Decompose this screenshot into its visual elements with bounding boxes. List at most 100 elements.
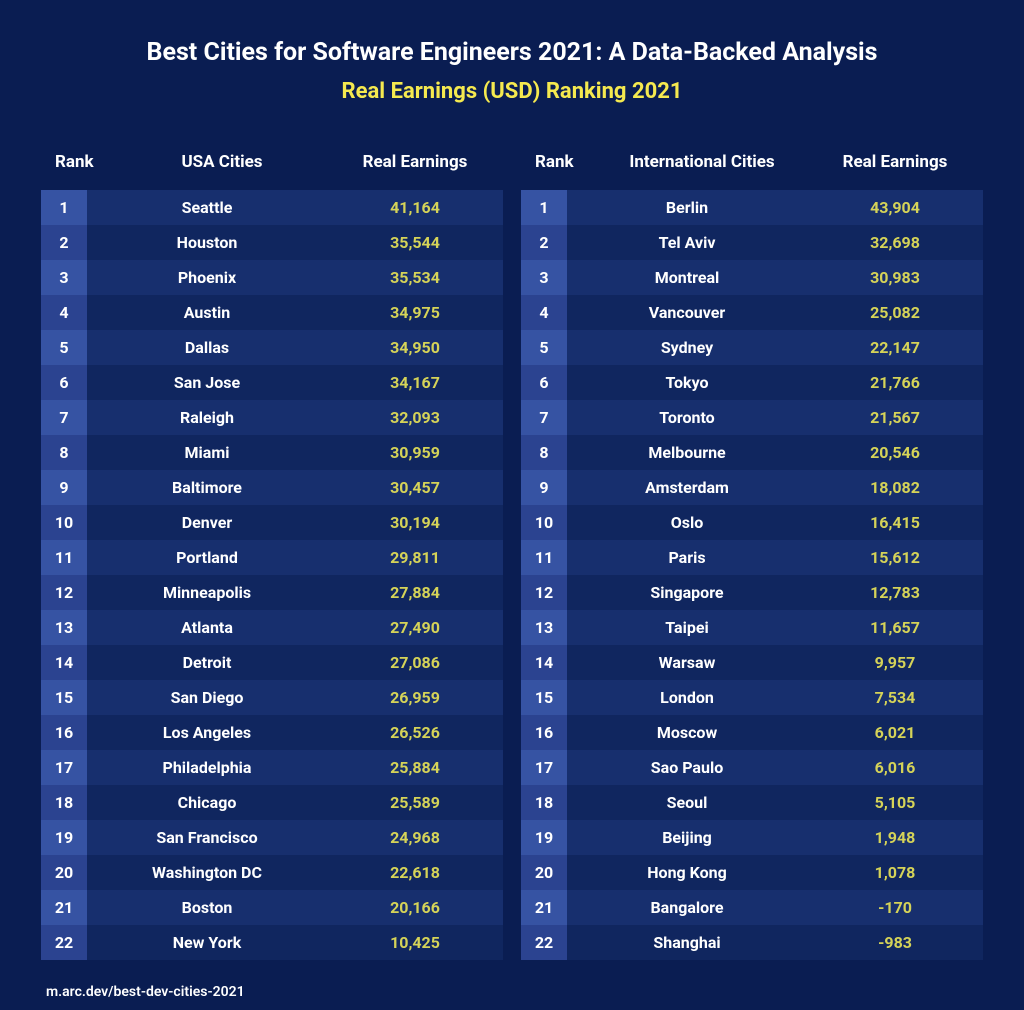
earnings-cell: 26,959 [327,688,503,707]
table-row: 3Phoenix35,534 [41,260,503,295]
rank-cell: 14 [521,645,567,680]
rank-cell: 19 [41,820,87,855]
intl-table: Rank International Cities Real Earnings … [521,138,983,960]
earnings-cell: 22,147 [807,338,983,357]
row-content: Moscow6,021 [567,715,983,750]
city-cell: Oslo [567,513,807,532]
table-row: 22Shanghai-983 [521,925,983,960]
earnings-cell: 5,105 [807,793,983,812]
earnings-cell: 35,534 [327,268,503,287]
rank-cell: 20 [41,855,87,890]
row-content: Sao Paulo6,016 [567,750,983,785]
table-row: 13Atlanta27,490 [41,610,503,645]
rank-cell: 3 [41,260,87,295]
table-row: 11Paris15,612 [521,540,983,575]
earnings-cell: 34,950 [327,338,503,357]
rank-cell: 2 [41,225,87,260]
rank-cell: 17 [41,750,87,785]
table-row: 13Taipei11,657 [521,610,983,645]
table-row: 12Minneapolis27,884 [41,575,503,610]
row-content: Vancouver25,082 [567,295,983,330]
city-cell: Amsterdam [567,478,807,497]
rank-cell: 17 [521,750,567,785]
table-row: 12Singapore12,783 [521,575,983,610]
usa-table-header: Rank USA Cities Real Earnings [41,138,503,190]
city-cell: Baltimore [87,478,327,497]
row-content: Miami30,959 [87,435,503,470]
intl-table-header: Rank International Cities Real Earnings [521,138,983,190]
footer-source: m.arc.dev/best-dev-cities-2021 [40,984,984,1000]
row-content: Amsterdam18,082 [567,470,983,505]
city-cell: London [567,688,807,707]
rank-cell: 18 [41,785,87,820]
table-row: 5Sydney22,147 [521,330,983,365]
earnings-cell: 20,166 [327,898,503,917]
rank-cell: 16 [521,715,567,750]
column-header-rank: Rank [41,152,117,172]
earnings-cell: 21,567 [807,408,983,427]
rank-cell: 7 [521,400,567,435]
earnings-cell: 9,957 [807,653,983,672]
table-row: 5Dallas34,950 [41,330,503,365]
earnings-cell: 30,959 [327,443,503,462]
table-row: 14Detroit27,086 [41,645,503,680]
row-content: London7,534 [567,680,983,715]
row-content: Tel Aviv32,698 [567,225,983,260]
earnings-cell: 26,526 [327,723,503,742]
city-cell: San Diego [87,688,327,707]
row-content: Seoul5,105 [567,785,983,820]
earnings-cell: 30,983 [807,268,983,287]
city-cell: Tokyo [567,373,807,392]
row-content: Berlin43,904 [567,190,983,225]
earnings-cell: 35,544 [327,233,503,252]
row-content: Singapore12,783 [567,575,983,610]
rank-cell: 21 [41,890,87,925]
city-cell: Vancouver [567,303,807,322]
earnings-cell: 27,086 [327,653,503,672]
rank-cell: 1 [41,190,87,225]
table-row: 7Toronto21,567 [521,400,983,435]
rank-cell: 11 [521,540,567,575]
city-cell: Houston [87,233,327,252]
rank-cell: 6 [41,365,87,400]
city-cell: Beijing [567,828,807,847]
earnings-cell: 34,167 [327,373,503,392]
rank-cell: 9 [41,470,87,505]
city-cell: Boston [87,898,327,917]
rank-cell: 22 [41,925,87,960]
rank-cell: 5 [521,330,567,365]
earnings-cell: 27,884 [327,583,503,602]
table-row: 17Philadelphia25,884 [41,750,503,785]
city-cell: Melbourne [567,443,807,462]
row-content: Boston20,166 [87,890,503,925]
table-row: 21Bangalore-170 [521,890,983,925]
rank-cell: 7 [41,400,87,435]
row-content: Seattle41,164 [87,190,503,225]
table-row: 17Sao Paulo6,016 [521,750,983,785]
city-cell: Taipei [567,618,807,637]
table-row: 6Tokyo21,766 [521,365,983,400]
earnings-cell: 12,783 [807,583,983,602]
table-row: 4Vancouver25,082 [521,295,983,330]
earnings-cell: 30,457 [327,478,503,497]
earnings-cell: 43,904 [807,198,983,217]
rank-cell: 13 [41,610,87,645]
column-header-city: International Cities [597,152,807,172]
page-container: Best Cities for Software Engineers 2021:… [0,0,1024,1000]
city-cell: Raleigh [87,408,327,427]
row-content: Oslo16,415 [567,505,983,540]
table-row: 15San Diego26,959 [41,680,503,715]
city-cell: Portland [87,548,327,567]
city-cell: Dallas [87,338,327,357]
row-content: San Francisco24,968 [87,820,503,855]
row-content: Montreal30,983 [567,260,983,295]
city-cell: Tel Aviv [567,233,807,252]
city-cell: Austin [87,303,327,322]
row-content: Chicago25,589 [87,785,503,820]
rank-cell: 9 [521,470,567,505]
city-cell: Seattle [87,198,327,217]
rank-cell: 14 [41,645,87,680]
city-cell: San Francisco [87,828,327,847]
table-row: 7Raleigh32,093 [41,400,503,435]
row-content: Beijing1,948 [567,820,983,855]
